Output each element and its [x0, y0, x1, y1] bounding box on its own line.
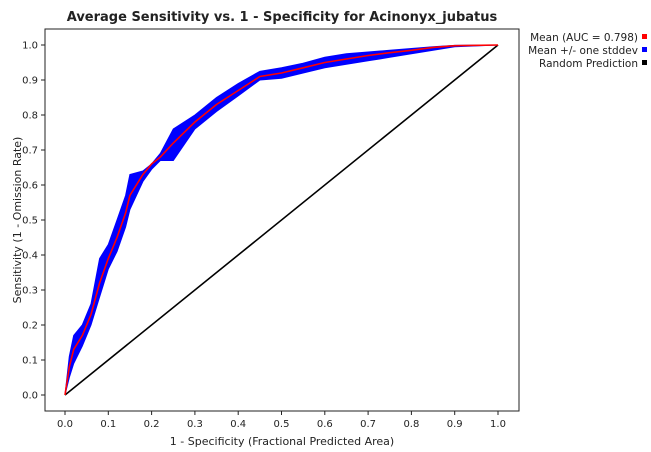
x-tick-layer: 0.0 0.1 0.2 0.3 0.4 0.5 0.6 0.7 0.8 0.9 1.0: [57, 411, 506, 430]
y-tick-label: 0.5: [22, 216, 38, 227]
y-tick-label: 0.3: [22, 286, 38, 297]
y-tick-label: 0.7: [22, 146, 38, 157]
random-prediction-line: [64, 44, 499, 396]
legend-label: Mean +/- one stddev: [528, 45, 638, 57]
y-tick-layer: 0.0 0.1 0.2 0.3 0.4 0.5 0.6 0.7 0.8 0.9 1.0: [22, 41, 45, 402]
y-axis-label: Sensitivity (1 - Omission Rate): [11, 137, 24, 304]
legend-swatch: [642, 34, 647, 39]
legend-swatch: [642, 60, 647, 65]
x-tick-label: 0.0: [57, 419, 73, 430]
x-axis-label: 1 - Specificity (Fractional Predicted Ar…: [170, 435, 394, 448]
x-tick-label: 0.4: [230, 419, 246, 430]
mean-line: [64, 44, 499, 396]
legend-label: Random Prediction: [539, 58, 638, 70]
x-tick-label: 0.2: [144, 419, 160, 430]
x-tick-label: 0.7: [360, 419, 376, 430]
legend: Mean (AUC = 0.798)Mean +/- one stddevRan…: [528, 32, 647, 70]
legend-label: Mean (AUC = 0.798): [530, 32, 638, 44]
chart-title: Average Sensitivity vs. 1 - Specificity …: [67, 10, 498, 25]
x-tick-label: 0.5: [274, 419, 290, 430]
y-tick-label: 0.6: [22, 181, 38, 192]
x-tick-label: 1.0: [490, 419, 506, 430]
x-tick-label: 0.6: [317, 419, 333, 430]
y-tick-label: 0.8: [22, 111, 38, 122]
legend-swatch: [642, 47, 647, 52]
line-layer: [64, 44, 499, 396]
x-tick-label: 0.3: [187, 419, 203, 430]
y-tick-label: 0.0: [22, 391, 38, 402]
x-tick-label: 0.9: [447, 419, 463, 430]
y-tick-label: 0.2: [22, 321, 38, 332]
y-tick-label: 0.4: [22, 251, 38, 262]
y-tick-label: 0.1: [22, 356, 38, 367]
y-tick-label: 1.0: [22, 41, 38, 52]
y-tick-label: 0.9: [22, 76, 38, 87]
x-tick-label: 0.8: [403, 419, 419, 430]
x-tick-label: 0.1: [100, 419, 116, 430]
